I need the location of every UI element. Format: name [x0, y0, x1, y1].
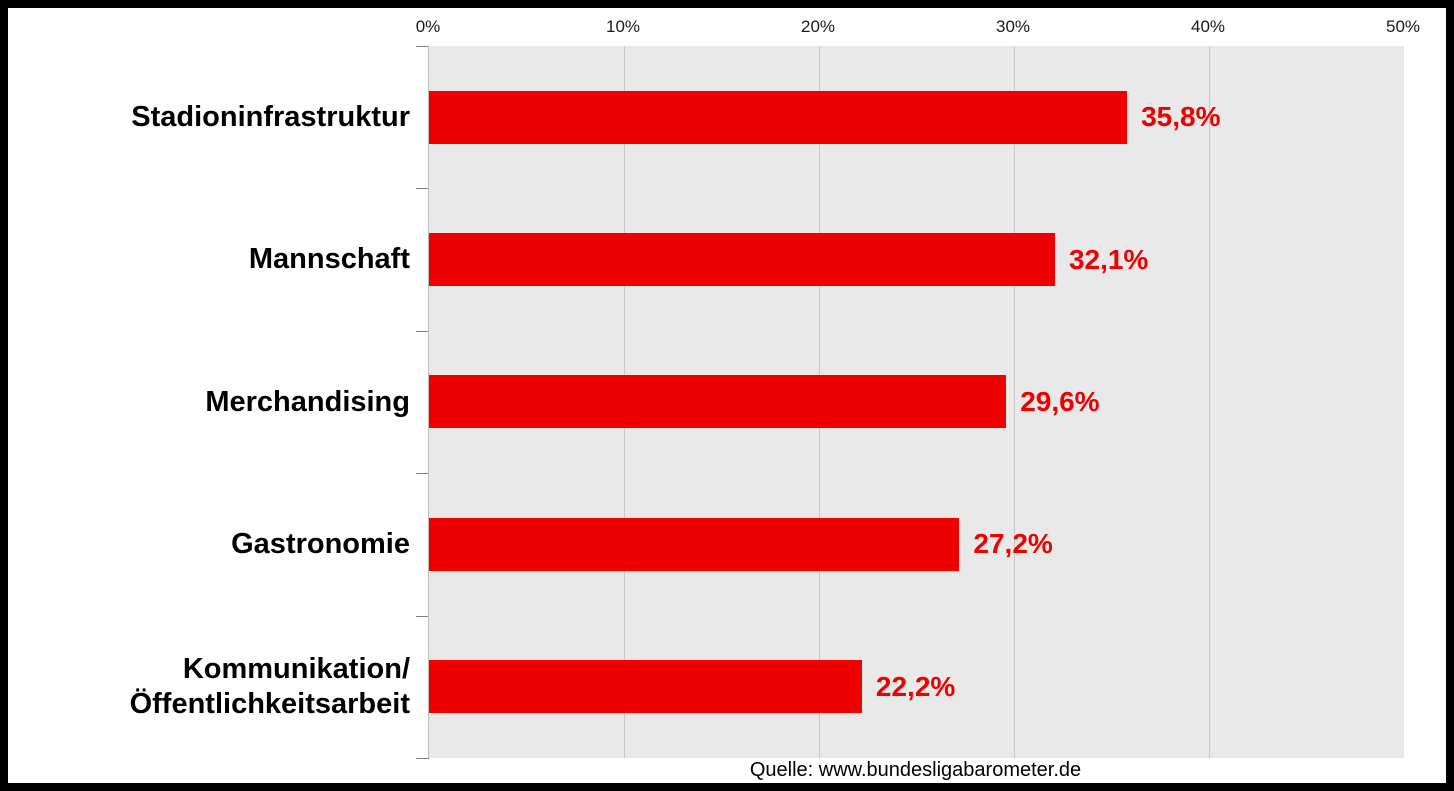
- y-cell: Gastronomie: [8, 473, 414, 615]
- x-axis: 0% 10% 20% 30% 40% 50%: [416, 12, 1420, 42]
- y-tick-mark: [416, 615, 429, 617]
- bar-kommunikation: [429, 660, 862, 714]
- gridline-40pct: [1209, 46, 1210, 758]
- category-label-stadioninfrastruktur: Stadioninfrastruktur: [131, 100, 410, 133]
- category-label-kommunikation: Kommunikation/ Öffentlichkeitsarbeit: [129, 652, 410, 720]
- source-note: Quelle: www.bundesligabarometer.de: [749, 759, 1082, 781]
- y-tick-mark: [416, 188, 429, 190]
- bar-row: 35,8%: [429, 46, 1404, 188]
- y-tick-mark: [416, 473, 429, 475]
- y-cell: Mannschaft: [8, 188, 414, 330]
- bar-gastronomie: [429, 517, 960, 571]
- x-tick-label: 0%: [415, 17, 441, 36]
- bar-row: 29,6%: [429, 331, 1404, 473]
- bar-row: 32,1%: [429, 188, 1404, 330]
- plot-area: 35,8% 32,1% 29,6% 27,2% 22,2%: [428, 46, 1404, 758]
- y-tick-mark: [416, 46, 429, 47]
- x-tick-label: 50%: [1385, 17, 1421, 36]
- y-tick-mark: [416, 758, 429, 759]
- bar-row: 27,2%: [429, 473, 1404, 615]
- category-label-merchandising: Merchandising: [205, 385, 410, 418]
- value-label: 22,2%: [875, 670, 956, 702]
- y-axis-tick-marks: [416, 46, 429, 759]
- value-label: 35,8%: [1141, 101, 1221, 133]
- bar-row: 22,2%: [429, 616, 1404, 758]
- x-tick-label: 20%: [800, 17, 836, 36]
- category-label-gastronomie: Gastronomie: [231, 527, 410, 560]
- value-label: 32,1%: [1068, 243, 1149, 275]
- x-tick-label: 10%: [605, 17, 641, 36]
- y-cell: Merchandising: [8, 331, 414, 473]
- value-label: 27,2%: [973, 528, 1053, 560]
- value-label: 29,6%: [1020, 385, 1100, 417]
- bar-rows: 35,8% 32,1% 29,6% 27,2% 22,2%: [429, 46, 1404, 758]
- y-cell: Kommunikation/ Öffentlichkeitsarbeit: [8, 616, 414, 758]
- y-axis-labels: Stadioninfrastruktur Mannschaft Merchand…: [8, 46, 414, 758]
- bar-stadioninfrastruktur: [429, 90, 1128, 144]
- bar-mannschaft: [429, 233, 1055, 287]
- x-tick-label: 30%: [995, 17, 1031, 36]
- x-tick-label: 40%: [1190, 17, 1226, 36]
- bar-merchandising: [429, 375, 1007, 429]
- gridline-30pct: [1014, 46, 1015, 758]
- y-cell: Stadioninfrastruktur: [8, 46, 414, 188]
- category-label-mannschaft: Mannschaft: [248, 243, 410, 276]
- y-tick-mark: [416, 330, 429, 332]
